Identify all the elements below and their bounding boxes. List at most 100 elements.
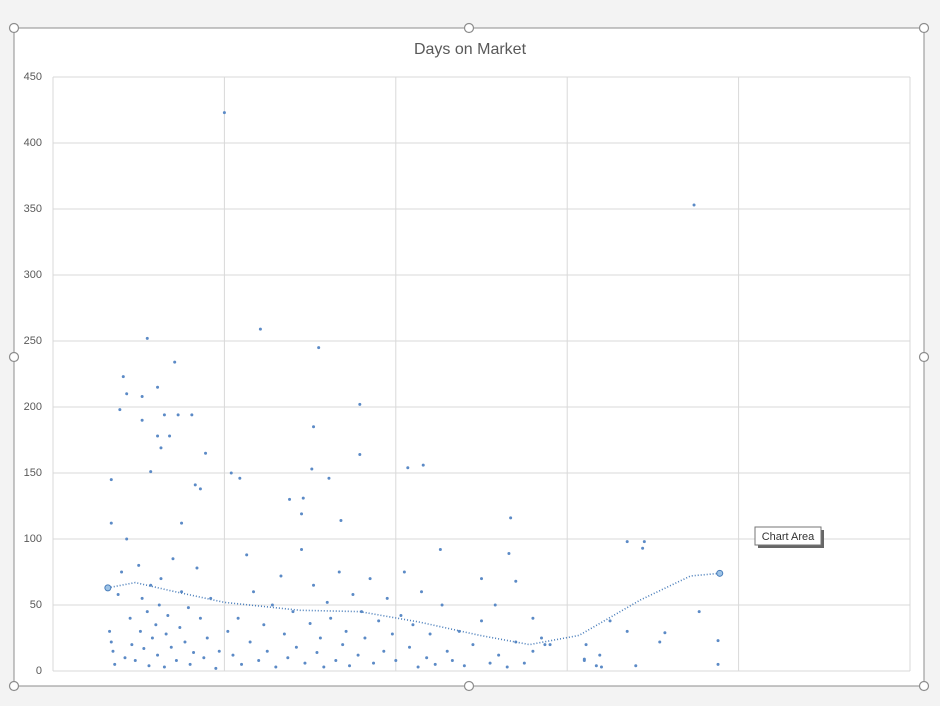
point — [344, 629, 348, 633]
point — [493, 603, 497, 607]
point — [445, 649, 449, 653]
point — [462, 664, 466, 668]
point — [121, 375, 125, 379]
point — [358, 453, 362, 457]
point — [288, 497, 292, 501]
point — [205, 636, 209, 640]
handle[interactable] — [8, 22, 20, 34]
point — [594, 664, 598, 668]
point — [180, 521, 184, 525]
handle[interactable] — [8, 680, 20, 692]
point — [140, 394, 144, 398]
point — [582, 658, 586, 662]
point — [450, 658, 454, 662]
point — [301, 496, 305, 500]
point — [300, 512, 304, 516]
handle[interactable] — [8, 351, 20, 363]
handle[interactable] — [918, 351, 930, 363]
point — [180, 590, 184, 594]
y-tick-label: 300 — [24, 269, 42, 281]
point — [123, 656, 127, 660]
point — [108, 629, 112, 633]
point — [337, 570, 341, 574]
point — [351, 592, 355, 596]
point — [248, 640, 252, 644]
point — [599, 665, 603, 669]
tooltip: Chart Area — [754, 526, 824, 548]
point — [145, 610, 149, 614]
point — [142, 647, 146, 651]
point — [408, 645, 412, 649]
point — [226, 629, 230, 633]
point — [257, 658, 261, 662]
point — [480, 577, 483, 581]
point — [265, 649, 269, 653]
point — [240, 662, 244, 666]
point — [214, 666, 218, 670]
point — [145, 336, 149, 340]
y-tick-label: 100 — [24, 533, 42, 545]
point — [154, 623, 158, 627]
point — [315, 651, 319, 655]
point — [303, 661, 307, 665]
point — [149, 470, 153, 474]
point — [402, 570, 406, 574]
tooltip-box — [754, 526, 822, 546]
point — [488, 661, 492, 665]
point — [385, 596, 389, 600]
point — [360, 610, 364, 614]
point — [195, 566, 199, 570]
y-tick-label: 200 — [24, 401, 42, 413]
point — [262, 623, 266, 627]
point — [334, 658, 338, 662]
trendline-handle[interactable] — [716, 569, 724, 577]
point — [308, 621, 312, 625]
point — [531, 649, 535, 653]
point — [480, 619, 483, 623]
point — [471, 643, 475, 647]
point — [157, 603, 161, 607]
point — [118, 408, 122, 412]
point — [634, 664, 638, 668]
handle[interactable] — [918, 680, 930, 692]
y-tick-label: 350 — [24, 203, 42, 215]
point — [111, 649, 115, 653]
handle[interactable] — [463, 680, 475, 692]
point — [531, 616, 535, 620]
point — [174, 658, 178, 662]
point — [416, 665, 420, 669]
point — [198, 487, 202, 491]
point — [162, 413, 166, 417]
point — [322, 665, 326, 669]
point — [300, 548, 304, 552]
point — [598, 653, 602, 657]
chart-area[interactable] — [13, 27, 925, 687]
point — [420, 590, 424, 594]
y-tick-label: 450 — [24, 71, 42, 83]
point — [270, 603, 274, 607]
point — [716, 662, 720, 666]
point — [663, 631, 667, 635]
handle[interactable] — [918, 22, 930, 34]
point — [642, 540, 646, 544]
point — [294, 645, 298, 649]
point — [190, 413, 194, 417]
point — [193, 483, 197, 487]
plot-area: 0 50 100 150 200 250 300 350 400 450 — [24, 71, 911, 677]
point — [140, 596, 144, 600]
point — [258, 327, 262, 331]
point — [159, 577, 163, 581]
point — [438, 548, 442, 552]
point — [584, 643, 588, 647]
point — [317, 346, 321, 350]
point — [411, 623, 415, 627]
handle[interactable] — [463, 22, 475, 34]
point — [125, 537, 129, 541]
point — [125, 392, 129, 396]
y-tick-label: 250 — [24, 335, 42, 347]
point — [229, 471, 233, 475]
trendline-handle[interactable] — [104, 584, 112, 592]
point — [150, 636, 154, 640]
y-tick-label: 50 — [30, 599, 42, 611]
